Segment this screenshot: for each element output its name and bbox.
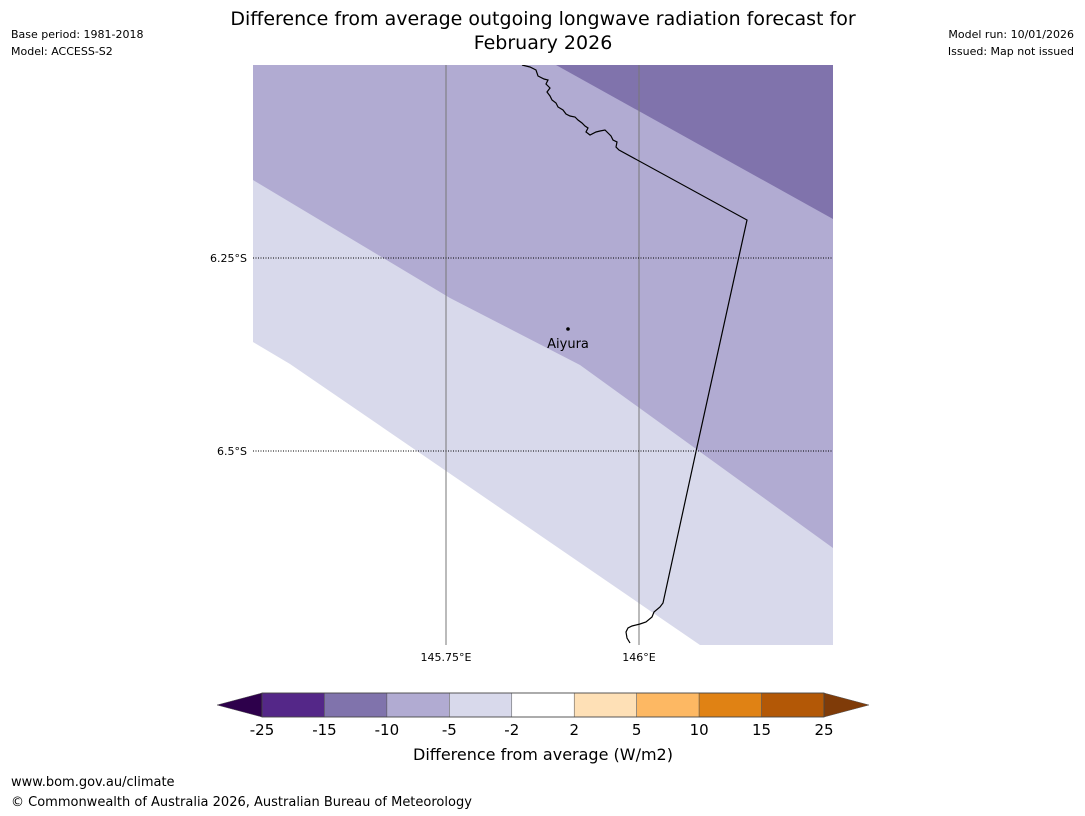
colorbar-tick-label: 15 [752,721,771,739]
colorbar-tick-label: -25 [250,721,275,739]
model-run-text: Model run: 10/01/2026 [948,28,1074,41]
title-line-1: Difference from average outgoing longwav… [230,8,856,30]
colorbar-segment [386,692,450,718]
colorbar-segment [636,692,700,718]
colorbar-segments [261,692,825,718]
colorbar-over-arrow [823,692,870,718]
colorbar-segment [761,692,825,718]
province-border [521,65,748,644]
colorbar-segment [573,692,637,718]
colorbar-ticks: -25 -15 -10 -5 -2 2 5 10 15 25 [250,721,834,739]
colorbar-tick-label: 10 [690,721,709,739]
lon-label-146: 146°E [622,651,655,664]
region-minus-10-to-minus-5 [253,65,833,548]
colorbar-title: Difference from average (W/m2) [413,745,673,764]
map-area [253,65,833,645]
colorbar-segment [698,692,762,718]
lon-label-145-75: 145.75°E [421,651,472,664]
map-title: Difference from average outgoing longwav… [180,7,906,55]
place-label-aiyura: Aiyura [547,337,589,352]
lat-label-6-25: 6.25°S [210,252,247,265]
colorbar-outline [261,692,825,718]
colorbar-tick-label: -15 [312,721,337,739]
colorbar-tick-label: 25 [814,721,833,739]
issued-text: Issued: Map not issued [947,45,1074,58]
colorbar-tick-label: -10 [375,721,400,739]
footer-copyright: © Commonwealth of Australia 2026, Austra… [11,795,472,810]
colorbar-segment [511,692,575,718]
model-text: Model: ACCESS-S2 [11,45,113,58]
aiyura-marker [566,327,570,331]
region-minus-15-to-minus-10 [556,65,833,219]
footer-url[interactable]: www.bom.gov.au/climate [11,775,175,790]
colorbar-tick-label: -5 [442,721,457,739]
colorbar-under-arrow [216,692,263,718]
colorbar-tick-label: 2 [569,721,579,739]
colorbar-segment [261,692,325,718]
colorbar-tick-label: 5 [632,721,642,739]
metadata-right: Model run: 10/01/2026 Issued: Map not is… [948,26,1074,60]
colorbar-tick-label: -2 [504,721,519,739]
lat-label-6-5: 6.5°S [217,445,247,458]
title-line-2: February 2026 [473,32,613,54]
colorbar: -25 -15 -10 -5 -2 2 5 10 15 25 [216,692,870,739]
base-period-text: Base period: 1981-2018 [11,28,144,41]
metadata-left: Base period: 1981-2018 Model: ACCESS-S2 [11,26,143,60]
colorbar-segment [324,692,388,718]
colorbar-segment [449,692,513,718]
